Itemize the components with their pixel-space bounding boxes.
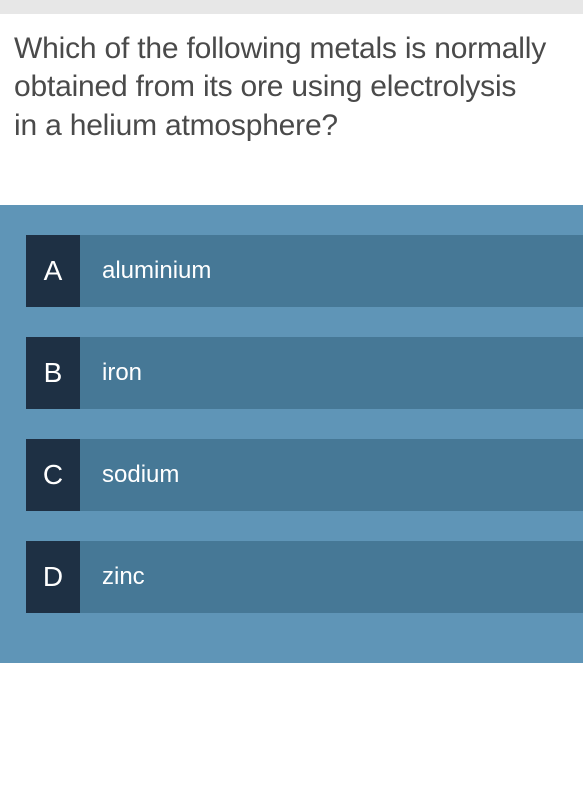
question-text: Which of the following metals is normall… [14, 30, 569, 145]
answer-letter: C [26, 439, 80, 511]
top-bar [0, 0, 583, 14]
answer-text: aluminium [80, 235, 583, 307]
answer-option-d[interactable]: D zinc [26, 541, 583, 613]
answer-letter: A [26, 235, 80, 307]
answer-text: sodium [80, 439, 583, 511]
answer-option-b[interactable]: B iron [26, 337, 583, 409]
answer-option-c[interactable]: C sodium [26, 439, 583, 511]
question-block: Which of the following metals is normall… [0, 14, 583, 205]
answers-block: A aluminium B iron C sodium D zinc [0, 205, 583, 663]
question-line-2: in a helium atmosphere? [14, 109, 338, 142]
answer-letter: D [26, 541, 80, 613]
question-line-1: Which of the following metals is normall… [14, 32, 546, 103]
answer-text: zinc [80, 541, 583, 613]
answer-text: iron [80, 337, 583, 409]
answer-letter: B [26, 337, 80, 409]
answer-option-a[interactable]: A aluminium [26, 235, 583, 307]
